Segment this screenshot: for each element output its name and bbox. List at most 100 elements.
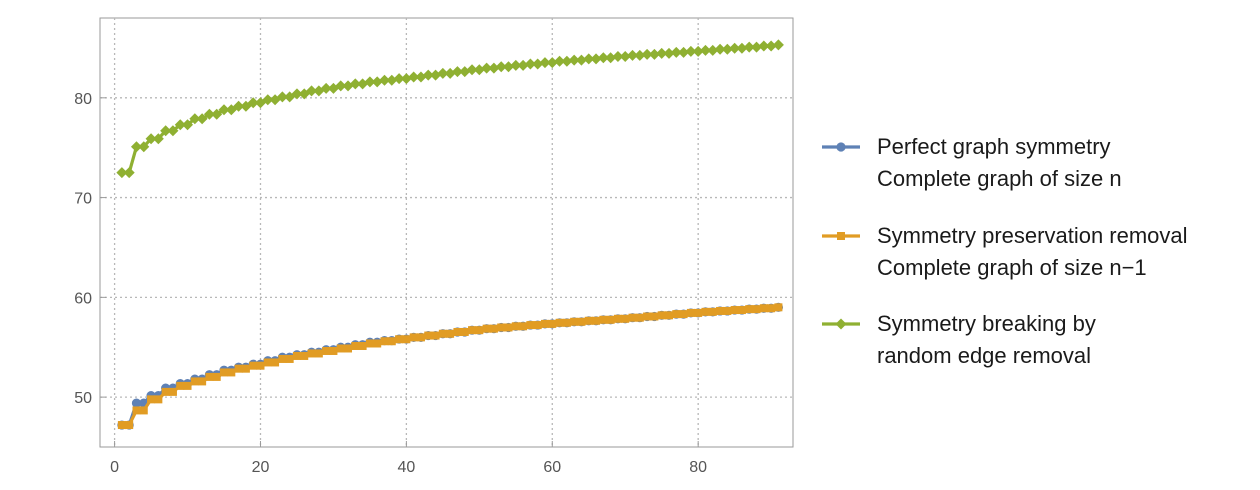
- data-point: [152, 133, 164, 145]
- data-point: [335, 80, 347, 92]
- data-point: [247, 97, 259, 109]
- data-point: [306, 85, 318, 97]
- data-point: [233, 100, 245, 112]
- data-point: [154, 395, 163, 404]
- y-axis: 50 60 70 80: [74, 91, 106, 407]
- data-point: [145, 133, 157, 145]
- data-point: [196, 113, 208, 125]
- data-point: [271, 358, 280, 367]
- data-point: [657, 311, 666, 320]
- data-point: [198, 377, 207, 386]
- data-point: [424, 331, 433, 340]
- data-point: [263, 358, 272, 367]
- data-point: [322, 346, 331, 355]
- data-point: [546, 57, 558, 69]
- data-point: [314, 349, 323, 358]
- data-point: [488, 62, 500, 74]
- series-2: [117, 303, 783, 430]
- series-3: [116, 39, 784, 179]
- data-point: [736, 42, 748, 54]
- legend-swatch-marker: [835, 318, 847, 330]
- legend: Perfect graph symmetry Complete graph of …: [822, 134, 1188, 368]
- data-point: [643, 312, 652, 321]
- data-point: [570, 317, 579, 326]
- data-point: [772, 39, 784, 51]
- data-point: [656, 47, 668, 59]
- data-point: [482, 324, 491, 333]
- data-point: [767, 304, 776, 313]
- data-point: [386, 74, 398, 86]
- legend-entry-3: Symmetry breaking by random edge removal: [822, 311, 1096, 368]
- data-point: [329, 346, 338, 355]
- data-point: [648, 48, 660, 60]
- data-point: [422, 69, 434, 81]
- data-point: [686, 308, 695, 317]
- legend-label-line2: Complete graph of size n: [877, 166, 1122, 191]
- x-tick-label: 40: [397, 459, 415, 476]
- data-point: [723, 306, 732, 315]
- data-point: [685, 45, 697, 57]
- data-point: [745, 305, 754, 314]
- data-point: [125, 421, 134, 430]
- data-point: [583, 53, 595, 65]
- data-point: [592, 316, 601, 325]
- data-point: [699, 44, 711, 56]
- y-tick-label: 50: [74, 390, 92, 407]
- data-point: [510, 59, 522, 71]
- data-point: [453, 327, 462, 336]
- data-point: [130, 141, 142, 153]
- data-point: [555, 318, 564, 327]
- data-point: [167, 125, 179, 137]
- data-point: [220, 368, 229, 377]
- data-point: [241, 364, 250, 373]
- data-point: [168, 387, 177, 396]
- data-point: [759, 304, 768, 313]
- data-point: [466, 64, 478, 76]
- y-tick-label: 60: [74, 290, 92, 307]
- data-point: [138, 141, 150, 153]
- data-point: [174, 119, 186, 131]
- data-point: [116, 167, 128, 179]
- legend-swatch-marker: [837, 232, 845, 240]
- series-layer: [116, 39, 784, 430]
- data-point: [256, 361, 265, 370]
- data-point: [364, 76, 376, 88]
- data-point: [365, 339, 374, 348]
- data-point: [351, 341, 360, 350]
- data-point: [568, 54, 580, 66]
- data-point: [554, 55, 566, 67]
- data-point: [307, 349, 316, 358]
- data-point: [378, 74, 390, 86]
- data-point: [161, 387, 170, 396]
- data-point: [540, 319, 549, 328]
- x-axis: 0 20 40 60 80: [110, 441, 707, 476]
- data-point: [400, 73, 412, 85]
- data-point: [575, 54, 587, 66]
- data-point: [387, 337, 396, 346]
- data-point: [380, 337, 389, 346]
- data-point: [431, 331, 440, 340]
- data-point: [628, 313, 637, 322]
- data-point: [395, 335, 404, 344]
- data-point: [641, 48, 653, 60]
- data-point: [758, 40, 770, 52]
- data-point: [460, 327, 469, 336]
- data-point: [774, 303, 783, 312]
- data-point: [503, 61, 515, 73]
- data-point: [599, 315, 608, 324]
- data-point: [371, 76, 383, 88]
- data-point: [123, 167, 135, 179]
- data-point: [300, 351, 309, 360]
- data-point: [139, 406, 148, 415]
- data-point: [533, 321, 542, 330]
- data-point: [320, 82, 332, 94]
- grid: [100, 18, 793, 447]
- data-point: [249, 361, 258, 370]
- data-point: [701, 307, 710, 316]
- data-point: [627, 49, 639, 61]
- data-point: [621, 314, 630, 323]
- data-point: [605, 52, 617, 64]
- data-point: [519, 322, 528, 331]
- data-point: [451, 66, 463, 78]
- data-point: [752, 305, 761, 314]
